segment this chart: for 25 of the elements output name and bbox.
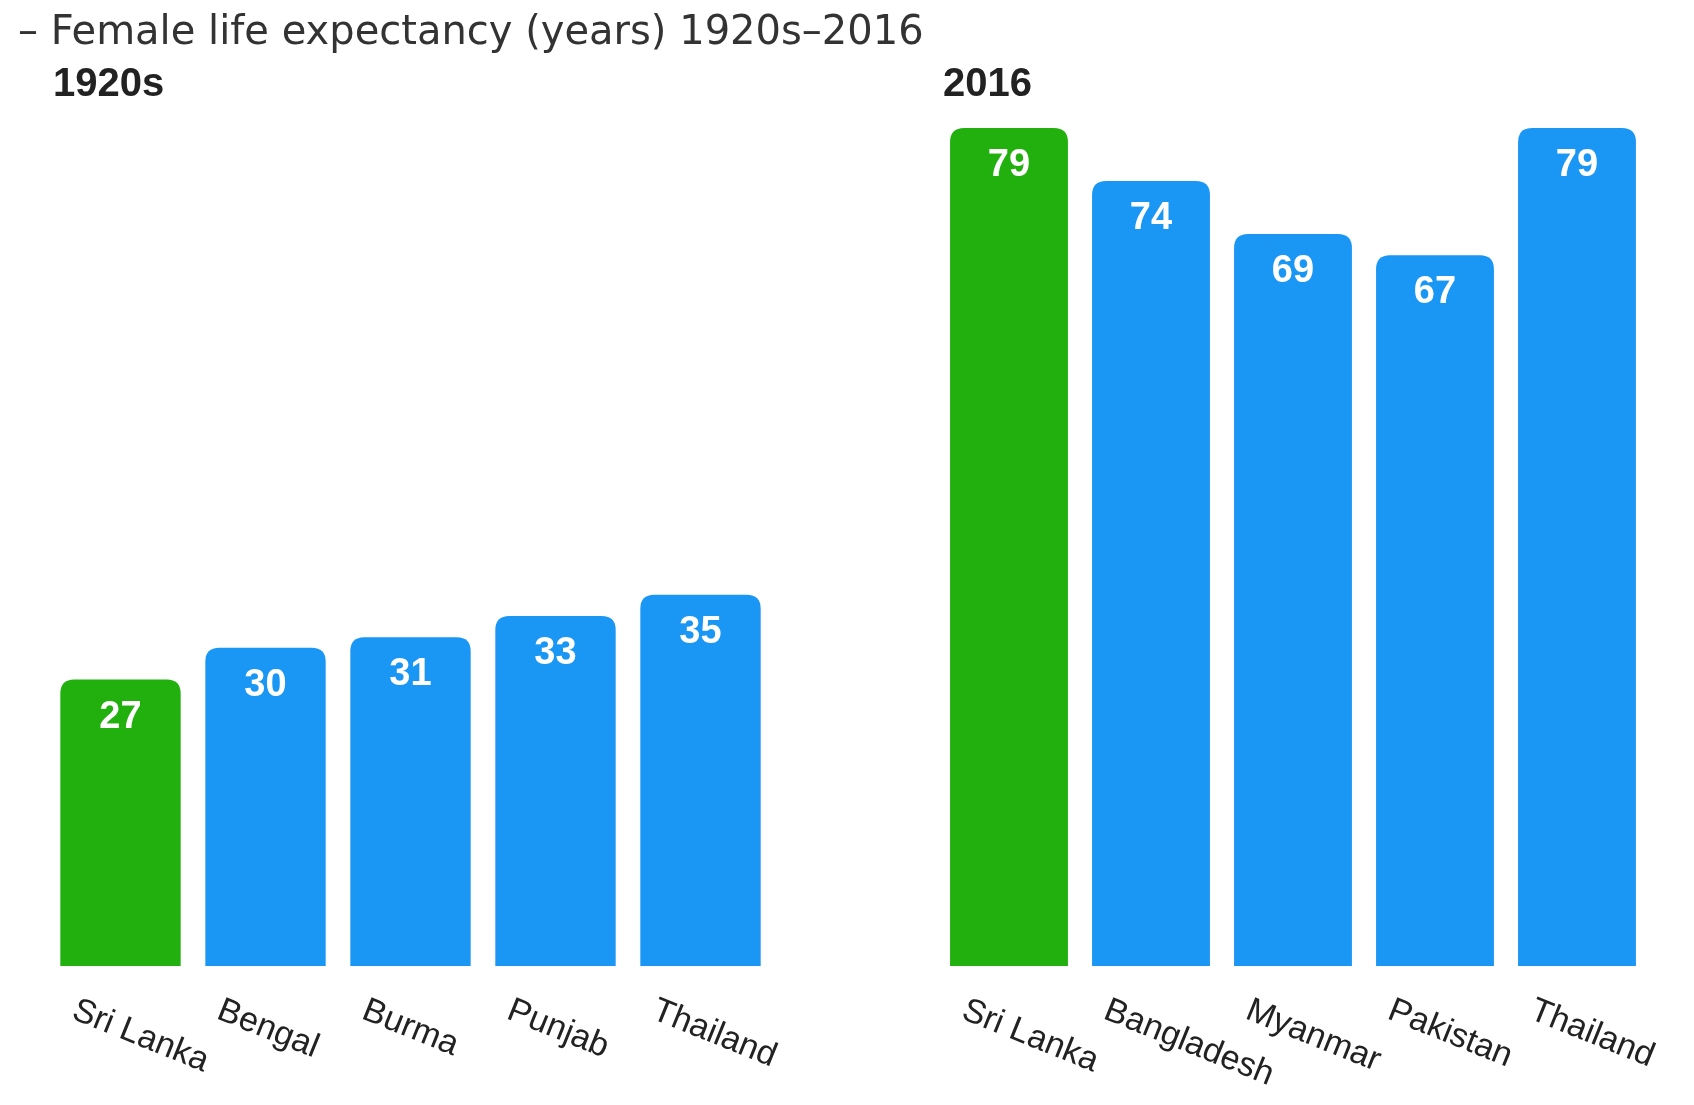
bar xyxy=(1518,128,1636,966)
bar xyxy=(205,647,326,966)
data-label: 30 xyxy=(244,661,287,704)
bar xyxy=(350,637,471,966)
data-label: 79 xyxy=(987,142,1031,184)
data-label: 69 xyxy=(1271,248,1315,291)
chart-title: 2016 xyxy=(943,60,1032,104)
bar xyxy=(1092,181,1210,966)
data-label: 31 xyxy=(389,651,432,694)
data-label: 33 xyxy=(534,629,577,672)
data-label: 74 xyxy=(1129,195,1173,238)
chart-title: 1920s xyxy=(53,60,165,104)
data-label: 67 xyxy=(1413,269,1457,312)
x-tick-label: Sri Lanka xyxy=(957,989,1105,1079)
bar xyxy=(495,615,616,966)
data-label: 27 xyxy=(99,693,142,736)
data-label: 35 xyxy=(679,608,722,651)
bar xyxy=(1376,255,1494,966)
x-tick-label: Sri Lanka xyxy=(67,989,216,1079)
text: – Female life expectancy (years) 1920s–2016 xyxy=(18,7,924,53)
bar xyxy=(950,128,1068,966)
bar xyxy=(60,679,181,966)
bar xyxy=(640,594,761,966)
data-label: 79 xyxy=(1555,142,1599,184)
bar xyxy=(1234,234,1352,966)
